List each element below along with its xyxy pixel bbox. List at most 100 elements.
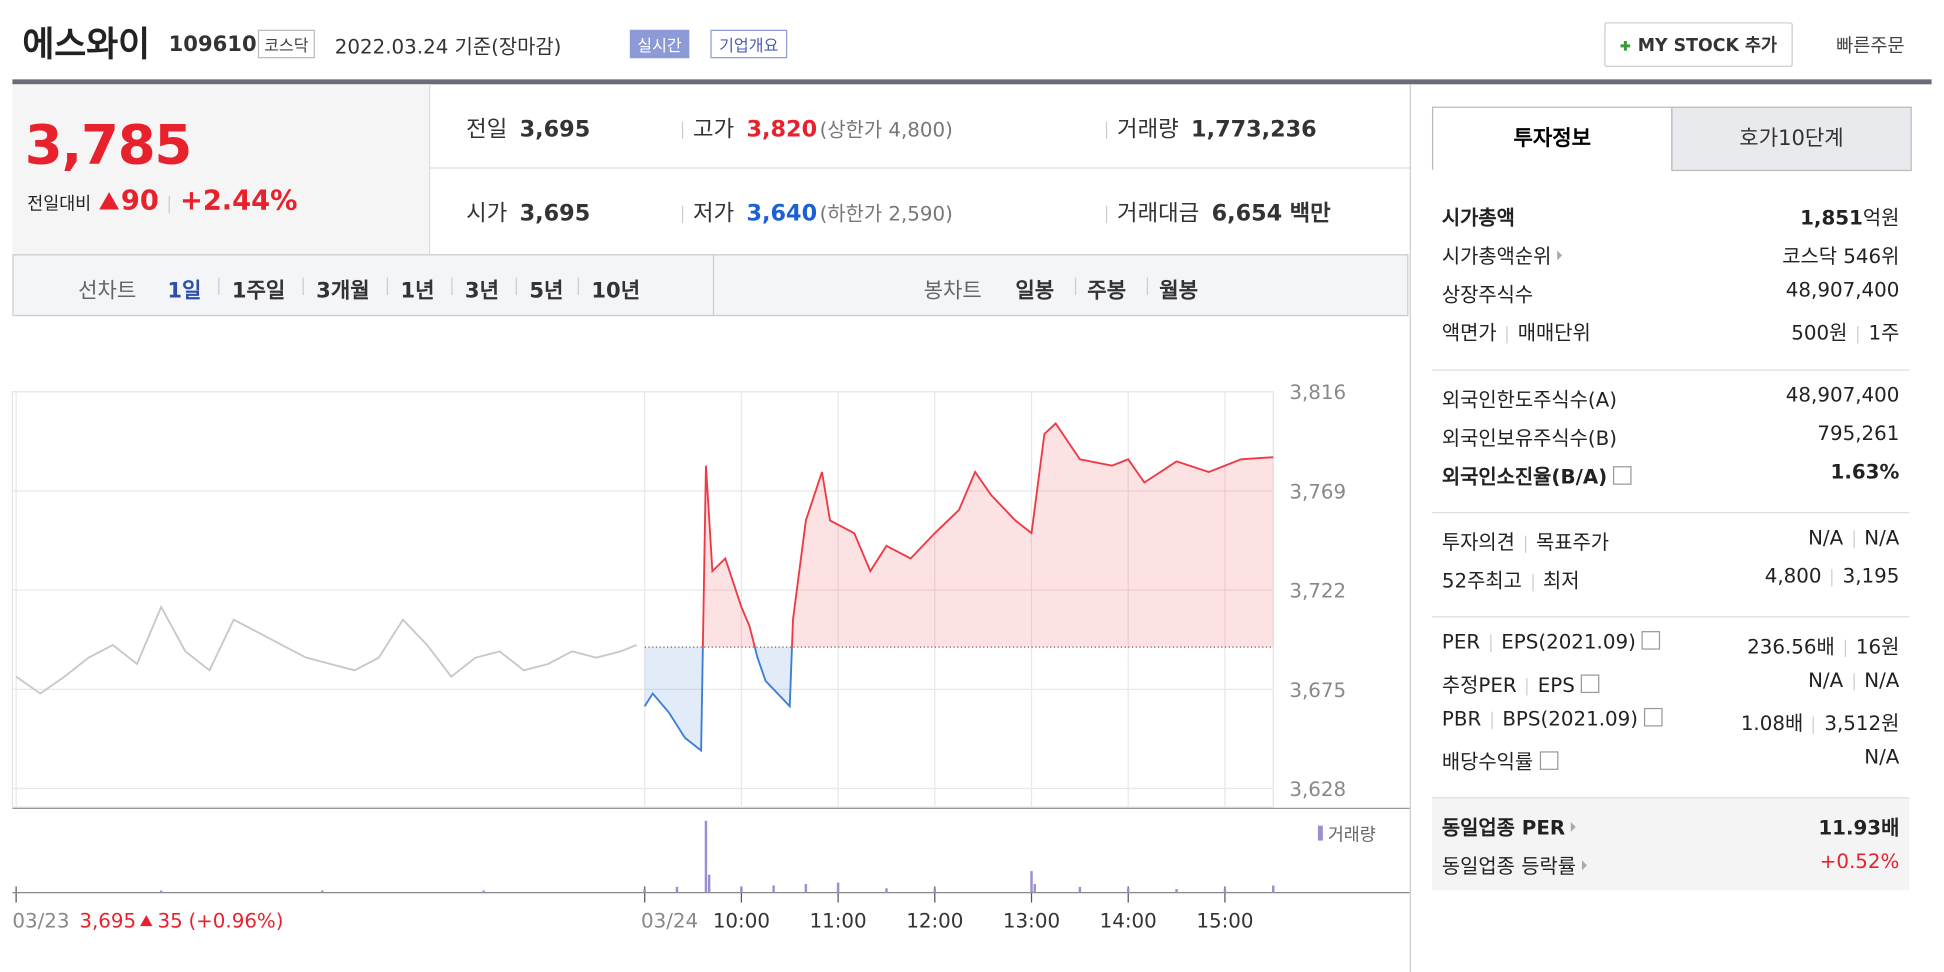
info-label: 시가총액순위 [1442, 239, 1563, 269]
info-row: 외국인소진율(B/A) 1.63% [1432, 455, 1909, 493]
label-part: 상장주식수 [1441, 282, 1534, 307]
x-tick-label: 15:00 [1196, 909, 1253, 932]
info-label: 외국인보유주식수(B) [1442, 422, 1617, 452]
realtime-button[interactable]: 실시간 [629, 29, 690, 59]
y-tick-label: 3,816 [1289, 381, 1346, 404]
value-part: 1.08배 [1740, 711, 1804, 736]
period-tab[interactable]: 1일 [167, 278, 202, 304]
label-part: 외국인한도주식수(A) [1441, 388, 1617, 412]
label-part: BPS(2021.09) [1502, 706, 1639, 731]
period-tab[interactable]: 5년 [529, 278, 564, 304]
tab-sep [302, 277, 304, 296]
info-value: 500원 1주 [1791, 316, 1899, 346]
value-part: 1주 [1868, 321, 1900, 345]
volume-bar [1272, 885, 1275, 893]
period-tab[interactable]: 1년 [400, 278, 435, 304]
info-value: N/A N/A [1808, 668, 1899, 692]
info-label: PER EPS(2021.09) [1442, 630, 1661, 653]
info-value: 코스닥 546위 [1782, 239, 1899, 269]
summary: 전일 3,695 고가 3,820 (상한가 4,800) 거래량 1,773,236 시가 3… [428, 84, 1410, 254]
value-part: 48,907,400 [1785, 277, 1900, 302]
summary-value: 1,773,236 [1191, 116, 1317, 143]
prev-rate: (+0.96%) [188, 909, 283, 932]
value-part: 11.93배 [1818, 815, 1900, 840]
current-price: 3,785 [24, 114, 193, 178]
x-tick-label: 03/24 [641, 909, 698, 932]
info-value: +0.52% [1820, 849, 1900, 873]
market-tag: 코스닥 [257, 29, 315, 59]
info-label: 추정PER EPS [1442, 668, 1600, 698]
volume-bar [804, 884, 808, 893]
summary-value: 3,695 [519, 200, 591, 227]
info-label: 액면가 매매단위 [1442, 316, 1591, 346]
summary-cell: 시가 3,695 [466, 196, 590, 228]
tab-sep [1074, 277, 1077, 296]
info-tab[interactable]: 호가10단계 [1671, 106, 1912, 172]
candle-tab[interactable]: 월봉 [1159, 278, 1198, 304]
info-value: 236.56배 16원 [1747, 630, 1899, 660]
label-part: 액면가 [1441, 321, 1497, 345]
help-icon[interactable] [1613, 466, 1633, 485]
y-tick-label: 3,628 [1289, 778, 1346, 801]
value-part: N/A [1864, 745, 1900, 769]
label-part: 외국인보유주식수(B) [1441, 426, 1617, 451]
stock-code: 109610 [168, 32, 257, 58]
info-label: 동일업종 등락률 [1442, 849, 1588, 879]
value-part: 236.56배 [1747, 634, 1835, 659]
info-value: 48,907,400 [1786, 278, 1900, 302]
info-row: 시가총액순위 코스닥 546위 [1432, 234, 1909, 272]
price-change: 전일대비 90 +2.44% [27, 186, 297, 217]
info-tab[interactable]: 투자정보 [1431, 106, 1673, 170]
price-box [12, 84, 431, 255]
label-part: 52주최고 [1441, 569, 1522, 593]
volume-bar [1126, 888, 1130, 893]
value-part: 1,851 [1800, 205, 1863, 230]
value-part: 1.63% [1830, 459, 1900, 484]
info-row: 배당수익률 N/A [1432, 740, 1909, 778]
value-part: 500원 [1791, 321, 1848, 345]
value-part: N/A [1864, 668, 1900, 692]
info-group: 투자의견 목표주가 N/A N/A 52주최고 최저 4,800 3,195 [1431, 512, 1910, 605]
y-tick-label: 3,769 [1289, 480, 1346, 503]
period-tab[interactable]: 3년 [464, 278, 499, 304]
info-row: 투자의견 목표주가 N/A N/A [1432, 521, 1909, 559]
volume-bar [885, 888, 888, 893]
info-group: PER EPS(2021.09) 236.56배 16원 추정PER EPS N/A N/A P… [1431, 616, 1910, 786]
line-chart-label: 선차트 [78, 278, 137, 304]
value-part: +0.52% [1819, 849, 1900, 873]
label-part: 시가총액 [1441, 205, 1515, 230]
volume-bar [836, 882, 840, 893]
help-icon[interactable] [1539, 751, 1558, 770]
summary-value: 3,820 [746, 116, 818, 143]
label-part: 매매단위 [1517, 321, 1591, 345]
value-part: N/A [1808, 525, 1844, 550]
info-label: PBR BPS(2021.09) [1442, 706, 1663, 731]
summary-label: 거래대금 [1117, 200, 1200, 227]
company-button[interactable]: 기업개요 [710, 29, 788, 59]
prev-close: 3,695 [79, 909, 136, 932]
help-icon[interactable] [1642, 631, 1661, 650]
label-part: 배당수익률 [1441, 750, 1534, 774]
volume-bar [707, 874, 711, 893]
info-row: 동일업종 등락률 +0.52% [1432, 844, 1909, 882]
volume-bar [675, 886, 679, 893]
change-label: 전일대비 [27, 194, 92, 215]
summary-cell: 저가 3,640 (하한가 2,590) [672, 196, 953, 228]
summary-label: 고가 [693, 116, 735, 143]
candle-tab[interactable]: 주봉 [1087, 278, 1127, 304]
period-tab[interactable]: 10년 [591, 278, 641, 304]
date: 2022.03.24 기준(장마감) [334, 34, 562, 59]
period-tab[interactable]: 3개월 [316, 278, 370, 304]
summary-label: 거래량 [1117, 116, 1179, 143]
candle-tab[interactable]: 일봉 [1015, 278, 1055, 304]
help-icon[interactable] [1644, 707, 1663, 727]
value-part: 3,512원 [1824, 711, 1900, 736]
quick-order[interactable]: 빠른주문 [1836, 34, 1905, 58]
info-row: 상장주식수 48,907,400 [1432, 273, 1909, 311]
help-icon[interactable] [1581, 674, 1600, 694]
value-part: 4,800 [1764, 564, 1822, 588]
period-tab[interactable]: 1주일 [231, 278, 286, 304]
mystock-button[interactable]: MY STOCK 추가 [1604, 22, 1794, 67]
info-value: 1.08배 3,512원 [1741, 707, 1900, 737]
